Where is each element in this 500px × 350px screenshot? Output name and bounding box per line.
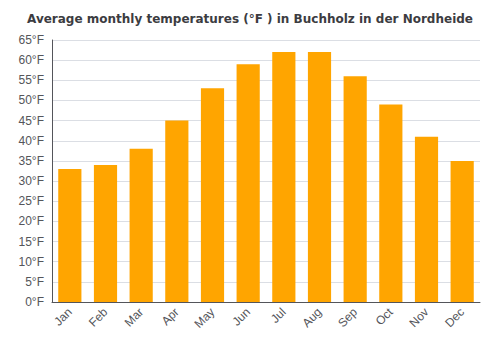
svg-text:20°F: 20°F [19, 214, 44, 228]
svg-text:60°F: 60°F [19, 53, 44, 67]
svg-text:25°F: 25°F [19, 194, 44, 208]
svg-text:Jul: Jul [268, 305, 289, 326]
svg-text:15°F: 15°F [19, 235, 44, 249]
svg-text:Aug: Aug [299, 305, 324, 330]
svg-text:Feb: Feb [86, 305, 111, 330]
svg-text:Nov: Nov [406, 305, 431, 330]
svg-text:40°F: 40°F [19, 134, 44, 148]
svg-text:55°F: 55°F [19, 73, 44, 87]
svg-text:30°F: 30°F [19, 174, 44, 188]
svg-text:Sep: Sep [335, 305, 360, 330]
svg-text:Mar: Mar [122, 305, 147, 329]
svg-text:0°F: 0°F [25, 295, 44, 309]
svg-text:Oct: Oct [373, 305, 397, 329]
svg-text:Average monthly temperatures (: Average monthly temperatures (°F ) in Bu… [27, 12, 473, 26]
svg-text:Dec: Dec [442, 305, 467, 330]
svg-text:Apr: Apr [159, 305, 182, 328]
svg-text:10°F: 10°F [19, 255, 44, 269]
svg-text:Jan: Jan [51, 305, 75, 329]
svg-text:45°F: 45°F [19, 114, 44, 128]
svg-text:Jun: Jun [230, 305, 254, 329]
svg-text:50°F: 50°F [19, 93, 44, 107]
svg-text:5°F: 5°F [25, 275, 44, 289]
svg-text:May: May [192, 305, 218, 331]
svg-text:65°F: 65°F [19, 33, 44, 47]
svg-text:35°F: 35°F [19, 154, 44, 168]
